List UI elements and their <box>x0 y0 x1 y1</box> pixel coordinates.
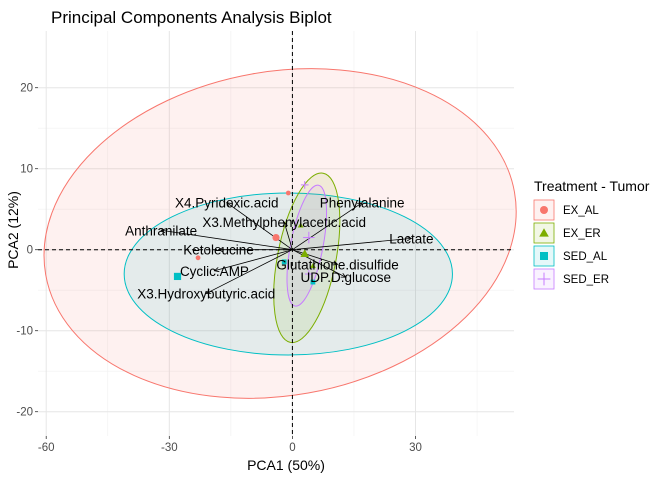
x-tick-label: -60 <box>38 442 55 454</box>
loading-arrow <box>283 222 293 250</box>
arrow-head <box>205 289 212 294</box>
loading-arrow <box>161 229 293 251</box>
point-ex-er <box>297 222 304 228</box>
point-ex-al <box>285 190 291 196</box>
arrow-head <box>160 228 166 234</box>
loading-arrow <box>292 237 412 251</box>
variable-label: Lactate <box>389 231 433 246</box>
variable-label: UDP.D.glucose <box>300 270 391 285</box>
points-layer <box>173 181 316 285</box>
arrow-head <box>406 236 413 242</box>
x-tick-labels: -60 -30 0 30 <box>38 436 422 454</box>
legend-item-sed-al: SED_AL <box>533 245 608 267</box>
point-sed-al <box>173 272 182 281</box>
legend-item-ex-er: EX_ER <box>533 222 601 244</box>
arrow-head <box>340 273 347 278</box>
point-sed-er <box>304 270 313 278</box>
loading-arrow <box>292 249 346 278</box>
arrow-head <box>213 267 220 273</box>
loading-arrow <box>214 249 293 272</box>
legend-label: SED_AL <box>563 251 608 263</box>
loading-arrow <box>226 202 293 251</box>
point-sed-al <box>310 279 316 285</box>
x-tick-label: 0 <box>289 442 295 454</box>
loading-arrow <box>206 249 293 294</box>
legend-title: Treatment - Tumor <box>534 178 650 194</box>
ellipses-layer <box>43 68 517 399</box>
legend-label: EX_ER <box>563 228 601 240</box>
legend-item-ex-al: EX_AL <box>533 199 599 221</box>
y-tick-labels: -20 -10 0 10 20 <box>16 83 38 419</box>
y-tick-label: 20 <box>20 83 33 95</box>
y-tick-label: -20 <box>16 407 33 419</box>
variable-label: X4.Pyridoxic.acid <box>175 196 279 211</box>
variable-labels: X4.Pyridoxic.acid X3.Methylphenylacetic.a… <box>125 196 433 302</box>
variable-label: Ketoleucine <box>183 243 254 258</box>
y-tick-label: -10 <box>16 326 33 338</box>
loading-arrow <box>292 249 338 265</box>
x-tick-label: -30 <box>161 442 178 454</box>
loading-arrows <box>160 202 413 294</box>
x-tick-label: 30 <box>409 442 422 454</box>
point-sed-er <box>300 181 309 189</box>
point-sed-al <box>281 259 287 265</box>
variable-label: Glutathione.disulfide <box>276 257 398 272</box>
y-axis-title: PCA2 (12%) <box>5 191 21 269</box>
variable-label: Phenylalanine <box>320 196 405 211</box>
ellipse-sed-er <box>286 184 328 307</box>
arrow-head <box>357 202 363 208</box>
ellipse-ex-al <box>43 68 517 399</box>
point-ex-er <box>310 263 316 269</box>
y-tick-label: 10 <box>20 164 33 176</box>
chart-title: Principal Components Analysis Biplot <box>51 8 332 27</box>
legend: Treatment - Tumor EX_AL EX_ER SED_AL SED_ER <box>533 178 650 290</box>
legend-symbol <box>539 228 549 237</box>
arrow-head <box>217 247 224 253</box>
variable-label: Cyclic.AMP <box>180 264 249 279</box>
point-ex-al <box>272 233 280 242</box>
arrow-head <box>283 221 288 228</box>
panel-grid <box>38 31 514 436</box>
y-tick-label: 0 <box>27 245 33 257</box>
point-ex-er <box>300 249 310 257</box>
point-sed-er <box>303 231 315 244</box>
legend-item-sed-er: SED_ER <box>533 268 609 290</box>
legend-label: EX_AL <box>563 205 599 217</box>
arrow-head <box>226 202 232 208</box>
variable-label: X3.Hydroxybutyric.acid <box>137 286 275 301</box>
legend-label: SED_ER <box>563 274 609 286</box>
point-ex-al <box>195 255 201 261</box>
variable-label: Anthranilate <box>125 223 197 238</box>
x-axis-title: PCA1 (50%) <box>247 457 325 473</box>
legend-symbol <box>540 252 548 260</box>
legend-symbol <box>540 206 548 214</box>
loading-arrow <box>292 202 363 251</box>
legend-symbol <box>537 272 551 286</box>
variable-label: X3.Methylphenylacetic.acid <box>202 215 366 230</box>
arrow-head <box>332 260 339 266</box>
